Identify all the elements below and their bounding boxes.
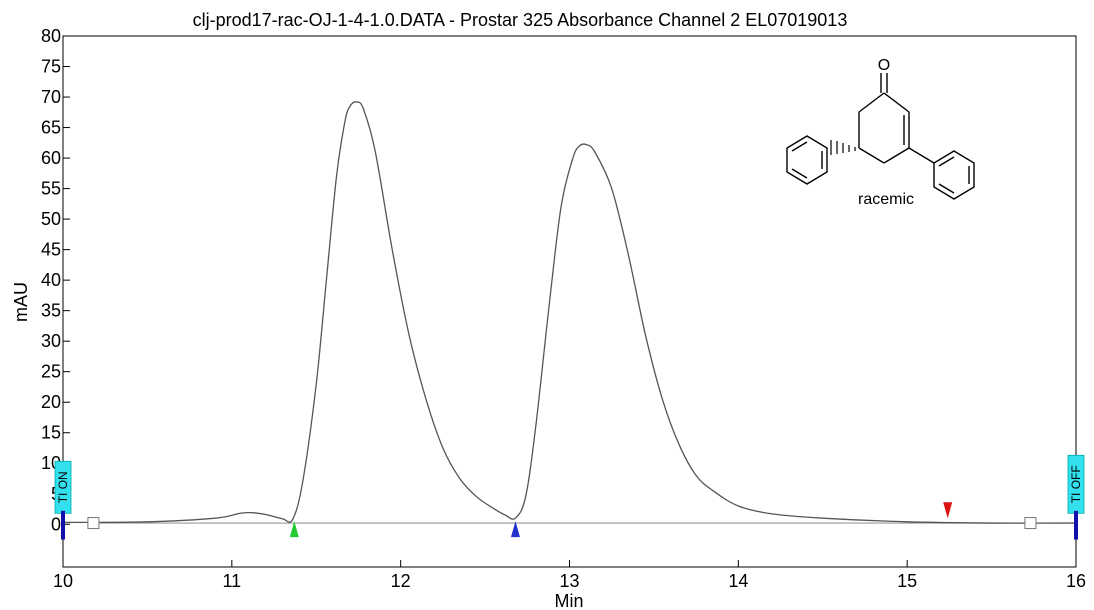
plot-frame [62, 35, 1077, 568]
peak-markers [87, 502, 1037, 538]
y-tick-label: 75 [41, 57, 61, 77]
y-tick-label: 70 [41, 87, 61, 107]
y-tick-label: 80 [41, 26, 61, 46]
x-tick-label: 13 [559, 571, 579, 591]
peak-start-marker [289, 521, 299, 538]
right-phenyl-ring [933, 150, 975, 200]
x-tick-label: 10 [53, 571, 73, 591]
baseline-endpoint-marker [1024, 517, 1037, 530]
x-axis: 10 11 12 13 14 15 16 [53, 560, 1086, 591]
y-tick-label: 30 [41, 331, 61, 351]
y-tick-label: 40 [41, 270, 61, 290]
timer-event-bar [61, 510, 65, 540]
x-tick-label: 16 [1066, 571, 1086, 591]
x-tick-label: 14 [728, 571, 748, 591]
peak-end-marker [943, 502, 953, 519]
x-tick-label: 11 [222, 571, 241, 591]
y-tick-label: 0 [51, 514, 61, 534]
baseline-endpoint-marker [87, 517, 100, 530]
y-tick-label: 20 [41, 392, 61, 412]
carbonyl-oxygen-label: O [878, 57, 890, 74]
timer-events: TI ON TI OFF [54, 454, 1085, 540]
timer-label: TI ON [56, 471, 70, 503]
racemic-label: racemic [858, 191, 914, 208]
y-tick-label: 60 [41, 148, 61, 168]
y-tick-label: 50 [41, 209, 61, 229]
x-tick-label: 15 [897, 571, 917, 591]
y-tick-label: 55 [41, 179, 61, 199]
timer-event-bar [1074, 510, 1078, 540]
y-axis: 05101520253035404550556065707580 [41, 26, 70, 534]
y-tick-label: 15 [41, 423, 61, 443]
series-layer [62, 101, 1077, 524]
y-tick-label: 45 [41, 240, 61, 260]
left-phenyl-ring [786, 135, 828, 185]
x-axis-label: Min [554, 591, 583, 610]
y-tick-label: 35 [41, 301, 61, 321]
chart-title: clj-prod17-rac-OJ-1-4-1.0.DATA - Prostar… [193, 10, 848, 30]
x-tick-label: 12 [391, 571, 411, 591]
y-tick-label: 65 [41, 118, 61, 138]
y-tick-label: 25 [41, 362, 61, 382]
chromatogram-trace [62, 101, 1077, 524]
timer-label: TI OFF [1069, 465, 1083, 503]
chemical-structure-inset [786, 73, 975, 200]
y-axis-label: mAU [11, 282, 31, 322]
peak-start-marker [510, 521, 520, 538]
